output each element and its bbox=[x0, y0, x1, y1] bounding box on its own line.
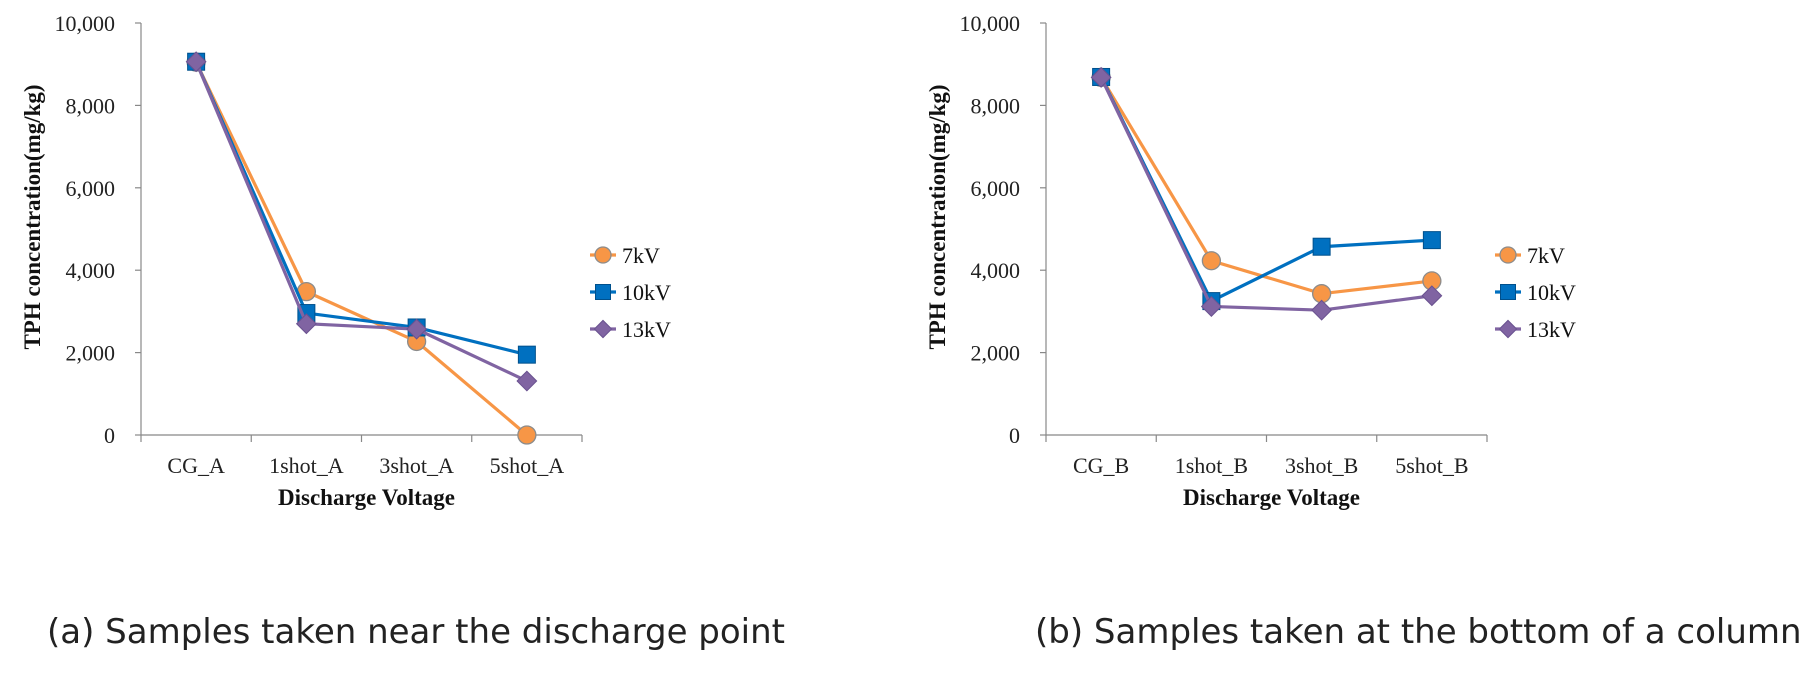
legend-marker bbox=[593, 319, 613, 339]
legend-entry-7kV: 7kV bbox=[590, 243, 660, 268]
series-13kV bbox=[1090, 66, 1443, 321]
legend-marker bbox=[594, 246, 612, 264]
y-tick-label: 8,000 bbox=[971, 93, 1021, 118]
y-tick-label: 0 bbox=[104, 423, 115, 448]
data-point-13kV bbox=[185, 51, 207, 73]
data-point-13kV bbox=[516, 370, 538, 392]
series-line-7kV bbox=[1099, 76, 1433, 296]
data-point-13kV bbox=[406, 318, 428, 340]
y-tick-label: 8,000 bbox=[66, 93, 116, 118]
data-point-7kV bbox=[1201, 251, 1222, 271]
y-tick-label: 2,000 bbox=[66, 341, 116, 366]
legend-entry-13kV: 13kV bbox=[1495, 317, 1576, 342]
legend-label: 13kV bbox=[1527, 317, 1576, 342]
x-tick-label: 1shot_B bbox=[1175, 453, 1248, 478]
line-chart-a: 0 2,000 4,000 6,000 8,000 10,000 CG_A 1shot_A 3s… bbox=[20, 11, 671, 510]
y-tick-label: 6,000 bbox=[971, 176, 1021, 201]
series-13kV bbox=[185, 51, 538, 392]
x-tick-label: CG_A bbox=[167, 453, 225, 478]
legend-label: 7kV bbox=[1527, 243, 1565, 268]
x-axis-title: Discharge Voltage bbox=[1183, 485, 1360, 510]
caption-a: (a) Samples taken near the discharge poi… bbox=[47, 612, 786, 652]
y-tick-label: 10,000 bbox=[960, 11, 1021, 36]
series-7kV bbox=[186, 52, 537, 445]
line-chart-b: 0 2,000 4,000 6,000 8,000 10,000 CG_B 1shot_B 3s… bbox=[925, 11, 1576, 510]
x-tick-label: 5shot_B bbox=[1395, 453, 1468, 478]
data-point-10kV bbox=[517, 345, 536, 364]
caption-b: (b) Samples taken at the bottom of a col… bbox=[1035, 612, 1802, 652]
x-tick-label: 3shot_B bbox=[1285, 453, 1358, 478]
x-tick-label: 3shot_A bbox=[379, 453, 454, 478]
y-tick-label: 4,000 bbox=[971, 258, 1021, 283]
series-line-7kV bbox=[194, 61, 528, 437]
x-tick-label: 1shot_A bbox=[269, 453, 344, 478]
legend-marker bbox=[1500, 284, 1516, 300]
data-point-13kV bbox=[1200, 295, 1222, 317]
data-point-7kV bbox=[517, 425, 537, 445]
y-tick-label: 0 bbox=[1009, 423, 1020, 448]
data-point-13kV bbox=[1421, 285, 1443, 307]
data-point-10kV bbox=[1312, 237, 1331, 256]
y-tick-label: 6,000 bbox=[66, 176, 116, 201]
x-tick-label: 5shot_A bbox=[490, 453, 565, 478]
series-10kV bbox=[1092, 67, 1441, 311]
legend-entry-13kV: 13kV bbox=[590, 317, 671, 342]
data-point-13kV bbox=[1311, 299, 1333, 321]
series-7kV bbox=[1091, 67, 1442, 304]
x-axis-title: Discharge Voltage bbox=[278, 485, 455, 510]
series-line-10kV bbox=[194, 61, 528, 357]
legend-entry-10kV: 10kV bbox=[1495, 280, 1576, 305]
legend-entry-10kV: 10kV bbox=[590, 280, 671, 305]
y-tick-label: 2,000 bbox=[971, 341, 1021, 366]
legend-label: 10kV bbox=[622, 280, 671, 305]
series-line-10kV bbox=[1099, 76, 1432, 304]
chart-panel-b: 0 2,000 4,000 6,000 8,000 10,000 CG_B 1shot_B 3s… bbox=[905, 0, 1811, 674]
legend-marker bbox=[595, 284, 611, 300]
legend-entry-7kV: 7kV bbox=[1495, 243, 1565, 268]
legend-label: 13kV bbox=[622, 317, 671, 342]
data-point-13kV bbox=[1090, 66, 1112, 88]
chart-panel-a: 0 2,000 4,000 6,000 8,000 10,000 CG_A 1shot_A 3s… bbox=[0, 0, 905, 674]
series-line-13kV bbox=[194, 61, 528, 383]
legend-marker bbox=[1498, 319, 1518, 339]
y-axis-title: TPH concentration(mg/kg) bbox=[20, 84, 45, 349]
y-tick-label: 4,000 bbox=[66, 258, 116, 283]
x-tick-label: CG_B bbox=[1073, 453, 1129, 478]
series-line-13kV bbox=[1099, 76, 1433, 312]
y-tick-label: 10,000 bbox=[55, 11, 116, 36]
legend-marker bbox=[1499, 246, 1517, 264]
data-point-10kV bbox=[1422, 231, 1441, 250]
legend-label: 7kV bbox=[622, 243, 660, 268]
data-point-13kV bbox=[295, 313, 317, 335]
y-axis-title: TPH concentration(mg/kg) bbox=[925, 84, 950, 349]
legend-label: 10kV bbox=[1527, 280, 1576, 305]
